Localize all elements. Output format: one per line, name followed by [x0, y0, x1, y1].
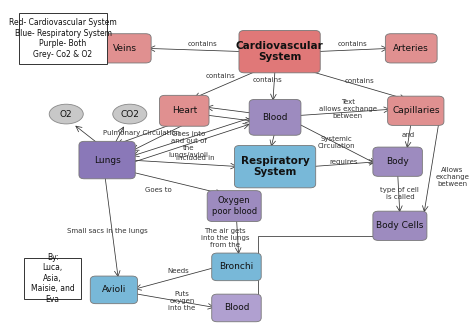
FancyBboxPatch shape: [385, 34, 437, 63]
Text: Goes to: Goes to: [145, 187, 172, 193]
Text: contains: contains: [206, 73, 236, 79]
Text: Small sacs in the lungs: Small sacs in the lungs: [67, 228, 147, 234]
FancyBboxPatch shape: [24, 258, 81, 299]
Text: Allows
exchange
between: Allows exchange between: [436, 167, 469, 186]
Text: Systemic
Circulation: Systemic Circulation: [318, 137, 355, 149]
Text: Blood: Blood: [262, 113, 288, 122]
Text: Body: Body: [386, 157, 409, 166]
Ellipse shape: [49, 104, 83, 124]
Text: The air gets
into the lungs
from the: The air gets into the lungs from the: [201, 228, 249, 248]
Text: requires: requires: [329, 159, 357, 165]
Text: Arteries: Arteries: [393, 44, 429, 53]
Text: contains: contains: [188, 41, 217, 47]
Text: Text
allows exchange
between: Text allows exchange between: [319, 99, 377, 119]
Text: By:
Luca,
Asia,
Maisie, and
Eva: By: Luca, Asia, Maisie, and Eva: [31, 253, 74, 304]
Text: Oxygen
poor blood: Oxygen poor blood: [211, 196, 257, 216]
Text: Cardiovascular
System: Cardiovascular System: [236, 41, 323, 62]
Text: Veins: Veins: [113, 44, 137, 53]
Text: and: and: [401, 132, 415, 138]
FancyBboxPatch shape: [212, 253, 261, 281]
FancyBboxPatch shape: [373, 211, 427, 241]
Text: CO2: CO2: [120, 110, 139, 118]
FancyBboxPatch shape: [388, 96, 444, 125]
Text: contains: contains: [344, 78, 374, 84]
Text: included in: included in: [176, 155, 215, 161]
Text: Bronchi: Bronchi: [219, 262, 254, 271]
Text: Heart: Heart: [172, 106, 197, 115]
Text: Body Cells: Body Cells: [376, 221, 424, 230]
Text: Goes into
and out of
the
lungs/avioli: Goes into and out of the lungs/avioli: [169, 131, 209, 158]
FancyBboxPatch shape: [19, 13, 107, 64]
Text: contains: contains: [253, 77, 282, 82]
FancyBboxPatch shape: [212, 294, 261, 322]
FancyBboxPatch shape: [239, 30, 320, 73]
FancyBboxPatch shape: [235, 146, 316, 188]
Text: Pulmonary Circulation: Pulmonary Circulation: [102, 130, 180, 136]
Text: Puts
oxygen
into the: Puts oxygen into the: [168, 291, 196, 311]
Text: type of cell
is called: type of cell is called: [381, 187, 419, 200]
Ellipse shape: [113, 104, 147, 124]
Text: Capillaries: Capillaries: [392, 106, 439, 115]
FancyBboxPatch shape: [160, 95, 209, 126]
FancyBboxPatch shape: [100, 34, 151, 63]
Text: O2: O2: [60, 110, 73, 118]
Text: contains: contains: [337, 41, 367, 47]
FancyBboxPatch shape: [207, 191, 261, 221]
Text: Lungs: Lungs: [94, 155, 120, 165]
Text: Blood: Blood: [224, 304, 249, 313]
FancyBboxPatch shape: [373, 147, 422, 176]
Text: Needs: Needs: [167, 268, 189, 274]
FancyBboxPatch shape: [79, 141, 135, 179]
FancyBboxPatch shape: [249, 99, 301, 135]
FancyBboxPatch shape: [90, 276, 137, 304]
Text: Red- Cardiovascular System
Blue- Respiratory System
Purple- Both
Grey- Co2 & O2: Red- Cardiovascular System Blue- Respira…: [9, 18, 117, 59]
Text: Avioli: Avioli: [102, 285, 126, 294]
Text: Respiratory
System: Respiratory System: [241, 156, 310, 178]
